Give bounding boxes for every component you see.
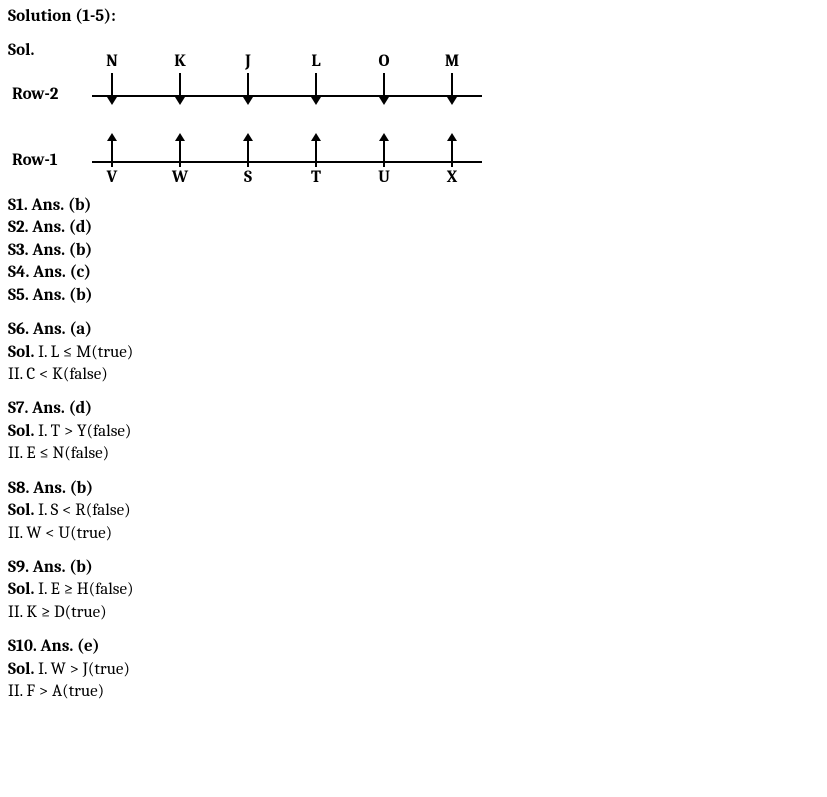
answer-line: S1. Ans. (b) — [8, 195, 819, 217]
seat: W — [150, 167, 210, 189]
seat: X — [422, 167, 482, 189]
seat-label: K — [150, 51, 210, 73]
seat-label: W — [150, 167, 210, 189]
answer-line: S2. Ans. (d) — [8, 217, 819, 239]
answers-1-5: S1. Ans. (b)S2. Ans. (d)S3. Ans. (b)S4. … — [8, 195, 819, 307]
seat: N — [82, 51, 142, 73]
arrow-head-icon — [379, 97, 389, 105]
answer-heading: S8. Ans. (b) — [8, 478, 819, 500]
arrow-head-icon — [243, 97, 253, 105]
arrow-head-icon — [311, 97, 321, 105]
sol-text: I. W > J(true) — [34, 660, 130, 679]
answer-line: S5. Ans. (b) — [8, 285, 819, 307]
answer-line: S4. Ans. (c) — [8, 262, 819, 284]
solution-line: II. E ≤ N(false) — [8, 443, 819, 465]
row-label: Row-1 — [12, 150, 92, 172]
seat: L — [286, 51, 346, 73]
sol-prefix: Sol. — [8, 660, 34, 679]
seat: S — [218, 167, 278, 189]
diagram-row-2: Row-2 NKJLOM — [12, 73, 819, 117]
diagram-row-1: Row-1 VWSTUX — [12, 139, 819, 183]
seat-label: T — [286, 167, 346, 189]
arrow-head-icon — [379, 133, 389, 141]
seat: V — [82, 167, 142, 189]
arrow-head-icon — [175, 133, 185, 141]
arrow-head-icon — [243, 133, 253, 141]
sol-text: II. W < U(true) — [8, 524, 112, 543]
axis-line — [92, 95, 482, 97]
sol-prefix: Sol. — [8, 343, 34, 362]
solution-line: Sol. I. T > Y(false) — [8, 421, 819, 443]
seat-label: M — [422, 51, 482, 73]
seating-diagram: Row-2 NKJLOM Row-1 VWSTUX — [12, 73, 819, 183]
sol-text: I. L ≤ M(true) — [34, 343, 133, 362]
seat-tick — [315, 139, 317, 167]
seat: U — [354, 167, 414, 189]
seat-label: O — [354, 51, 414, 73]
solution-line: II. C < K(false) — [8, 364, 819, 386]
solution-line: Sol. I. E ≥ H(false) — [8, 579, 819, 601]
seat: K — [150, 51, 210, 73]
axis-row-2: NKJLOM — [92, 73, 482, 117]
seat-label: N — [82, 51, 142, 73]
arrow-head-icon — [311, 133, 321, 141]
section-heading: Solution (1-5): — [8, 6, 819, 28]
row-label: Row-2 — [12, 84, 92, 106]
seat: M — [422, 51, 482, 73]
answer-heading: S10. Ans. (e) — [8, 636, 819, 658]
sol-text: I. E ≥ H(false) — [34, 580, 133, 599]
arrow-head-icon — [175, 97, 185, 105]
sol-prefix: Sol. — [8, 422, 34, 441]
answer-heading: S6. Ans. (a) — [8, 319, 819, 341]
answer-heading: S7. Ans. (d) — [8, 398, 819, 420]
seat-tick — [179, 139, 181, 167]
axis-line — [92, 161, 482, 163]
solution-line: II. K ≥ D(true) — [8, 602, 819, 624]
sol-text: II. E ≤ N(false) — [8, 444, 109, 463]
seat: J — [218, 51, 278, 73]
seat-label: J — [218, 51, 278, 73]
seat-tick — [383, 139, 385, 167]
solution-line: II. W < U(true) — [8, 523, 819, 545]
seat: T — [286, 167, 346, 189]
sol-prefix: Sol. — [8, 580, 34, 599]
solution-line: Sol. I. S < R(false) — [8, 500, 819, 522]
sol-text: I. T > Y(false) — [34, 422, 131, 441]
sol-text: I. S < R(false) — [34, 501, 130, 520]
arrow-head-icon — [447, 97, 457, 105]
seat-tick — [247, 139, 249, 167]
sol-text: II. F > A(true) — [8, 682, 104, 701]
seat-label: V — [82, 167, 142, 189]
seat-tick — [451, 139, 453, 167]
seat-label: U — [354, 167, 414, 189]
solutions-6-10: S6. Ans. (a)Sol. I. L ≤ M(true)II. C < K… — [8, 307, 819, 704]
axis-row-1: VWSTUX — [92, 139, 482, 183]
seat-label: L — [286, 51, 346, 73]
sol-prefix: Sol. — [8, 501, 34, 520]
solution-line: II. F > A(true) — [8, 681, 819, 703]
solution-line: Sol. I. L ≤ M(true) — [8, 342, 819, 364]
solution-line: Sol. I. W > J(true) — [8, 659, 819, 681]
answer-heading: S9. Ans. (b) — [8, 557, 819, 579]
seat-tick — [111, 139, 113, 167]
answer-line: S3. Ans. (b) — [8, 240, 819, 262]
sol-text: II. C < K(false) — [8, 365, 108, 384]
sol-text: II. K ≥ D(true) — [8, 603, 107, 622]
seat-label: X — [422, 167, 482, 189]
arrow-head-icon — [447, 133, 457, 141]
arrow-head-icon — [107, 133, 117, 141]
seat-label: S — [218, 167, 278, 189]
seat: O — [354, 51, 414, 73]
arrow-head-icon — [107, 97, 117, 105]
